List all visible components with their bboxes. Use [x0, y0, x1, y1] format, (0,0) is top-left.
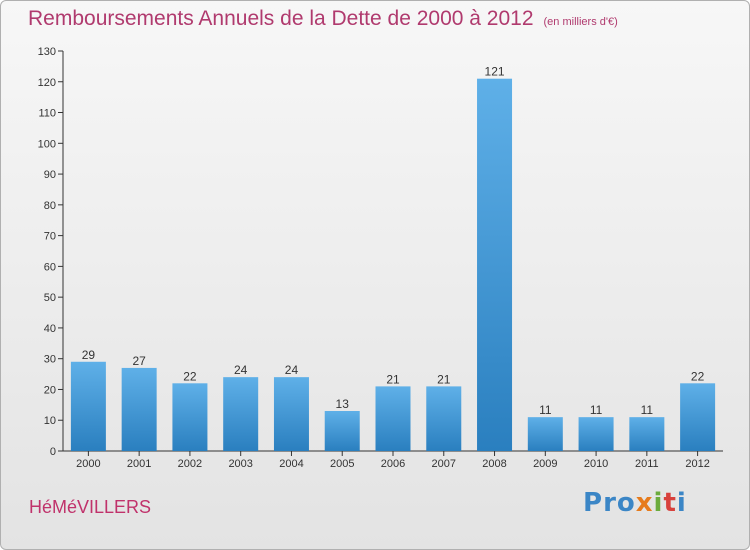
data-label: 22 — [691, 369, 705, 383]
bar — [172, 383, 208, 451]
proxiti-logo: Proxiti — [583, 488, 687, 518]
logo-letter: o — [616, 488, 636, 518]
x-tick-label: 2010 — [584, 458, 608, 470]
y-tick-label: 110 — [38, 108, 56, 120]
x-tick-label: 2002 — [178, 458, 202, 470]
bar — [375, 386, 411, 451]
bar — [527, 417, 563, 451]
data-label: 21 — [386, 372, 400, 386]
logo-letter: i — [653, 488, 664, 518]
x-tick-label: 2005 — [330, 458, 354, 470]
x-tick-label: 2011 — [635, 458, 659, 470]
x-tick-label: 2006 — [381, 458, 405, 470]
data-label: 11 — [590, 403, 603, 417]
bar — [578, 417, 614, 451]
x-tick-label: 2003 — [228, 458, 252, 470]
y-tick-label: 0 — [50, 446, 56, 458]
y-tick-label: 80 — [44, 200, 56, 212]
y-tick-label: 40 — [44, 323, 56, 335]
y-tick-label: 120 — [38, 77, 56, 89]
x-tick-label: 2009 — [533, 458, 557, 470]
logo-letter: i — [676, 488, 687, 518]
y-tick-label: 50 — [44, 292, 56, 304]
y-tick-label: 60 — [44, 261, 56, 273]
bar — [629, 417, 665, 451]
data-label: 29 — [82, 348, 96, 362]
data-label: 24 — [234, 363, 248, 377]
logo-letter: x — [635, 488, 654, 518]
x-tick-label: 2008 — [482, 458, 506, 470]
bar — [477, 78, 513, 451]
y-tick-label: 100 — [38, 138, 56, 150]
bar — [324, 411, 360, 451]
data-label: 21 — [437, 372, 451, 386]
x-tick-label: 2007 — [432, 458, 456, 470]
y-tick-label: 130 — [38, 46, 56, 58]
y-tick-label: 90 — [44, 169, 56, 181]
logo-letter: r — [603, 488, 617, 518]
chart-title: Remboursements Annuels de la Dette de 20… — [28, 7, 534, 30]
data-label: 27 — [132, 354, 146, 368]
bar — [223, 377, 259, 451]
data-label: 11 — [539, 403, 552, 417]
logo-letter: P — [583, 488, 604, 518]
y-tick-label: 10 — [44, 415, 56, 427]
logo-letter: t — [663, 488, 677, 518]
bar — [70, 361, 106, 451]
data-label: 22 — [183, 369, 197, 383]
y-tick-label: 20 — [44, 384, 56, 396]
labels: 2000 29 2001 27 2002 22 2003 24 2004 24 2005 13 2006… — [76, 65, 710, 470]
bar — [426, 386, 462, 451]
data-label: 13 — [336, 397, 350, 411]
x-tick-label: 2001 — [127, 458, 151, 470]
chart-title-block: Remboursements Annuels de la Dette de 20… — [28, 7, 618, 31]
bar — [121, 367, 157, 451]
y-tick-label: 70 — [44, 231, 56, 243]
town-name: HéMéVILLERS — [29, 497, 152, 517]
x-tick-label: 2004 — [279, 458, 303, 470]
bar — [273, 377, 309, 451]
bar — [680, 383, 716, 451]
y-tick-label: 30 — [44, 354, 56, 366]
x-tick-label: 2012 — [685, 458, 709, 470]
x-tick-label: 2000 — [76, 458, 100, 470]
data-label: 121 — [485, 65, 505, 79]
data-label: 24 — [285, 363, 299, 377]
data-label: 11 — [641, 403, 654, 417]
bars — [70, 78, 716, 451]
chart-unit-note: (en milliers d'€) — [543, 16, 618, 28]
